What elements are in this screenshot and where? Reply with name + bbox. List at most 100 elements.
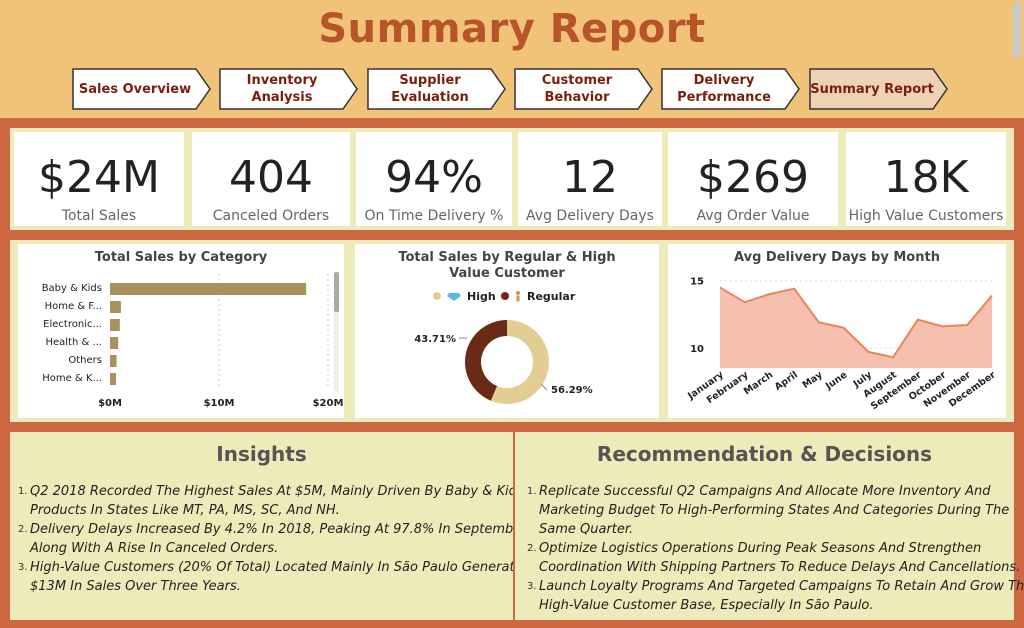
x-tick-label: $0M	[98, 398, 122, 409]
category-label: Others	[68, 355, 102, 366]
list-number: 1.	[18, 486, 28, 497]
list-number: 2.	[18, 524, 28, 535]
sales-by-category-panel: Total Sales by Category Baby & Kids Home …	[18, 244, 344, 418]
bar	[110, 337, 119, 349]
list-item-line: Along With A Rise In Canceled Orders.	[30, 541, 279, 556]
sales-by-customer-type-panel: Total Sales by Regular & High Value Cust…	[355, 244, 659, 418]
x-tick-label: April	[773, 369, 800, 393]
nav-arrow-shape	[514, 68, 653, 110]
list-item-line: High-Value Customers (20% Of Total) Loca…	[30, 560, 531, 575]
page-title: Summary Report	[318, 6, 706, 52]
leader-line	[540, 383, 548, 391]
person-icon-body	[516, 295, 520, 302]
person-icon	[516, 291, 520, 295]
category-label: Home & K...	[42, 373, 102, 384]
kpi-value: 18K	[883, 152, 969, 203]
list-item: 1. Q2 2018 Recorded The Highest Sales At …	[18, 482, 524, 520]
category-label: Electronic...	[43, 319, 102, 330]
kpi-value: $24M	[38, 152, 160, 203]
chart-title: Total Sales by Regular & High Value Cust…	[398, 250, 616, 281]
list-item-line: Optimize Logistics Operations During Pea…	[539, 541, 982, 556]
donut-slice-regular	[465, 320, 507, 401]
bar	[110, 283, 307, 295]
list-item-line: Replicate Successful Q2 Campaigns And Al…	[539, 484, 991, 499]
insights-title: Insights	[216, 442, 307, 466]
nav-arrow-shape	[661, 68, 800, 110]
chart-title: Avg Delivery Days by Month	[734, 250, 940, 265]
list-item: 2. Optimize Logistics Operations During P…	[527, 539, 1021, 577]
kpi-value: $269	[697, 152, 809, 203]
area-fill	[720, 287, 992, 368]
kpi-row: $24M Total Sales 404 Canceled Orders 94%…	[10, 128, 1014, 230]
list-item: 3. High-Value Customers (20% Of Total) Lo…	[18, 558, 531, 596]
chart-title: Total Sales by Category	[94, 250, 268, 265]
x-tick-label: June	[823, 369, 849, 392]
bar	[110, 355, 117, 367]
insights-panel: Insights 1. Q2 2018 Recorded The Highest …	[10, 432, 531, 620]
insights-list: 1. Q2 2018 Recorded The Highest Sales At …	[18, 482, 531, 596]
diamond-icon	[447, 293, 461, 301]
nav-arrow-shape	[367, 68, 506, 110]
recommendations-title: Recommendation & Decisions	[596, 442, 933, 466]
donut-slice-high	[490, 320, 549, 404]
list-item-line: Marketing Budget To High-Performing Stat…	[539, 503, 1010, 518]
series-line	[719, 286, 993, 359]
recommendations-list: 1. Replicate Successful Q2 Campaigns And …	[527, 482, 1024, 615]
x-tick-label: $20M	[313, 398, 344, 409]
legend-label-regular: Regular	[527, 290, 576, 303]
nav-label: Supplier Evaluation	[391, 73, 469, 105]
nav-label: Delivery Performance	[677, 73, 771, 105]
panel-divider	[513, 432, 515, 620]
nav-label: Customer Behavior	[541, 73, 613, 105]
nav-label: Summary Report	[810, 81, 934, 97]
recommendations-panel: Recommendation & Decisions 1. Replicate S…	[515, 432, 1024, 620]
category-label: Health & ...	[45, 337, 102, 348]
bar	[110, 301, 121, 313]
kpi-label: Avg Delivery Days	[526, 208, 654, 224]
kpi-label: High Value Customers	[848, 208, 1004, 224]
category-label: Baby & Kids	[42, 283, 102, 294]
kpi-card-avg-order-value: $269 Avg Order Value	[668, 132, 838, 226]
list-item-line: Delivery Delays Increased By 4.2% In 201…	[30, 522, 530, 537]
scrollbar-thumb[interactable]	[1013, 2, 1021, 58]
kpi-card-avg-delivery-days: 12 Avg Delivery Days	[518, 132, 662, 226]
list-item-line: Coordination With Shipping Partners To R…	[539, 560, 1021, 575]
kpi-card-high-value-customers: 18K High Value Customers	[846, 132, 1006, 226]
sales-by-customer-type-chart: High Regular 56.29% 43.71%	[414, 290, 593, 404]
legend-dot-high	[433, 292, 441, 300]
kpi-value: 94%	[385, 152, 483, 203]
list-item-line: $13M In Sales Over Three Years.	[30, 579, 241, 594]
chart-row: Total Sales by Category Baby & Kids Home …	[10, 240, 1014, 422]
chart-scrollbar-thumb	[334, 272, 339, 312]
list-item-line: High-Value Customer Base, Especially In …	[539, 598, 874, 613]
kpi-card-canceled-orders: 404 Canceled Orders	[192, 132, 350, 226]
y-tick-label: 15	[690, 277, 704, 288]
scrollbar[interactable]	[1012, 2, 1022, 114]
kpi-value: 12	[562, 152, 618, 203]
x-tick-label: May	[800, 369, 825, 391]
y-tick-label: 10	[690, 344, 704, 355]
kpi-label: Canceled Orders	[212, 208, 330, 224]
list-item: 2. Delivery Delays Increased By 4.2% In 2…	[18, 520, 530, 558]
list-item: 1. Replicate Successful Q2 Campaigns And …	[527, 482, 1011, 539]
kpi-label: On Time Delivery %	[364, 208, 504, 224]
sales-by-category-chart: Baby & Kids Home & F... Electronic... Healt…	[42, 272, 344, 409]
list-item-line: Same Quarter.	[539, 522, 634, 537]
list-item-line: Q2 2018 Recorded The Highest Sales At $5…	[30, 484, 524, 499]
list-item-line: Launch Loyalty Programs And Targeted Cam…	[539, 579, 1024, 594]
kpi-label: Avg Order Value	[696, 208, 810, 224]
kpi-card-total-sales: $24M Total Sales	[14, 132, 184, 226]
data-label-high: 56.29%	[551, 385, 593, 396]
list-item-line: Products In States Like MT, PA, MS, SC, …	[30, 503, 340, 518]
list-number: 3.	[18, 562, 28, 573]
list-number: 3.	[527, 581, 537, 592]
nav-arrow-shape	[219, 68, 358, 110]
bar	[110, 373, 116, 385]
avg-delivery-days-panel: Avg Delivery Days by Month 10 15 January Fe…	[668, 244, 1006, 418]
list-item: 3. Launch Loyalty Programs And Targeted C…	[527, 577, 1024, 615]
kpi-label: Total Sales	[61, 208, 137, 224]
kpi-value: 404	[229, 152, 313, 203]
x-tick-label: $10M	[204, 398, 235, 409]
kpi-card-on-time-delivery: 94% On Time Delivery %	[356, 132, 512, 226]
nav-arrow-shape	[809, 68, 948, 110]
